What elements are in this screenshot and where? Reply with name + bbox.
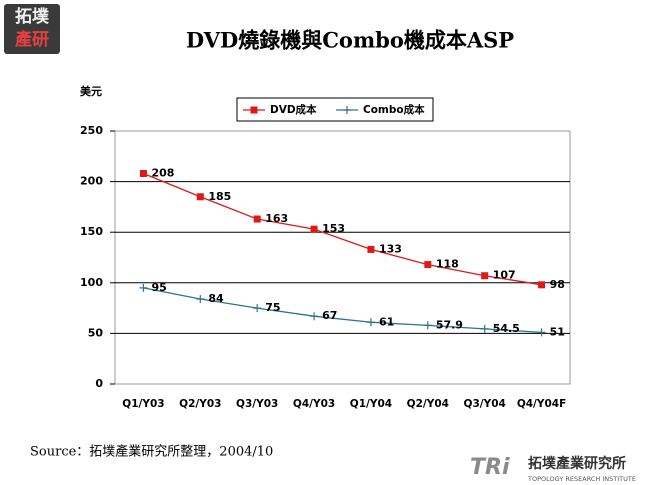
legend-box xyxy=(236,97,434,122)
data-label: 163 xyxy=(265,212,288,225)
data-point xyxy=(537,328,546,337)
x-tick-label: Q4/Y03 xyxy=(293,398,335,410)
data-label: 61 xyxy=(379,315,394,328)
footer-logo-mark: TRi xyxy=(470,455,510,480)
y-tick-label: 150 xyxy=(80,225,103,238)
footer-logo-name: 拓墣產業研究所 xyxy=(528,455,626,472)
logo-box xyxy=(4,4,60,54)
legend-marker xyxy=(343,106,351,114)
data-point xyxy=(310,312,319,321)
data-label: 57.9 xyxy=(436,318,463,331)
y-tick-label: 200 xyxy=(80,175,103,188)
x-tick-label: Q2/Y03 xyxy=(179,398,221,410)
footer-logo-english: TOPOLOGY RESEARCH INSTITUTE xyxy=(527,475,636,483)
y-axis-label: 美元 xyxy=(80,84,102,98)
data-label: 107 xyxy=(493,269,516,282)
data-point xyxy=(196,294,205,303)
data-point xyxy=(196,193,204,201)
y-tick-label: 50 xyxy=(88,326,104,339)
source-note: Source：拓墣產業研究所整理，2004/10 xyxy=(30,444,273,460)
data-point xyxy=(538,281,546,289)
data-label: 54.5 xyxy=(493,322,520,335)
data-label: 208 xyxy=(151,167,174,180)
x-tick-label: Q2/Y04 xyxy=(407,398,449,410)
data-label: 153 xyxy=(322,222,345,235)
x-tick-label: Q3/Y03 xyxy=(236,398,278,410)
y-tick-label: 100 xyxy=(80,276,103,289)
logo-text: 產研 xyxy=(15,29,49,50)
data-label: 118 xyxy=(436,258,459,271)
data-point xyxy=(367,245,375,253)
data-point xyxy=(481,272,489,280)
data-label: 95 xyxy=(151,281,166,294)
series-line xyxy=(143,172,542,286)
series-line xyxy=(143,287,542,334)
x-tick-label: Q4/Y04F xyxy=(517,398,566,410)
data-label: 75 xyxy=(265,301,280,314)
data-point xyxy=(139,170,147,178)
x-tick-label: Q1/Y03 xyxy=(122,398,164,410)
plot-area xyxy=(114,130,571,385)
y-tick-label: 250 xyxy=(80,124,103,137)
data-label: 84 xyxy=(208,292,224,305)
data-point xyxy=(366,318,375,327)
data-point xyxy=(310,225,318,233)
y-tick-label: 0 xyxy=(95,377,103,390)
data-point xyxy=(253,215,261,223)
legend-label: DVD成本 xyxy=(270,103,317,116)
legend-label: Combo成本 xyxy=(363,103,425,116)
data-label: 133 xyxy=(379,242,402,255)
data-point xyxy=(139,283,148,292)
data-label: 51 xyxy=(550,325,565,338)
chart-title: DVD燒錄機與Combo機成本ASP xyxy=(186,28,514,53)
data-point xyxy=(423,321,432,330)
x-tick-label: Q1/Y04 xyxy=(350,398,392,410)
data-label: 185 xyxy=(208,190,231,203)
legend-marker xyxy=(250,106,258,114)
data-point xyxy=(424,261,432,269)
data-label: 98 xyxy=(550,278,565,291)
logo-text: 拓墣 xyxy=(15,7,49,27)
x-tick-label: Q3/Y04 xyxy=(464,398,506,410)
data-point xyxy=(253,304,262,313)
data-label: 67 xyxy=(322,309,337,322)
data-point xyxy=(480,324,489,333)
